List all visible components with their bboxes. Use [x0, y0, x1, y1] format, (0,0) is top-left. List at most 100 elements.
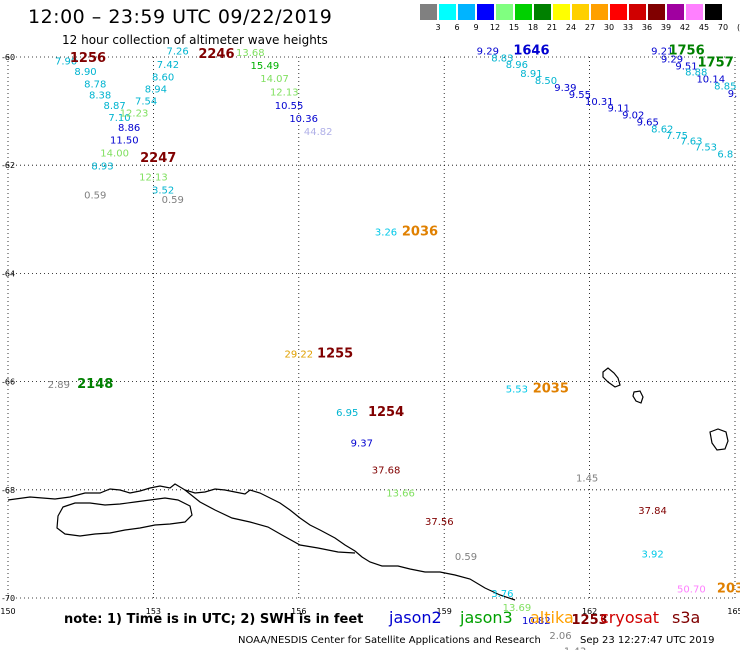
lon-label: 162 [582, 607, 597, 616]
wave-height-label: 10.55 [275, 101, 304, 112]
scale-label: 3 [435, 23, 441, 32]
coastline-inlet [56, 497, 193, 537]
wave-height-label: 2.06 [549, 631, 571, 642]
satellite-legend-altika: altika [530, 608, 574, 627]
wave-height-label: 8.83 [491, 53, 513, 64]
lon-label: 150 [0, 607, 15, 616]
wave-height-label: 7.53 [695, 143, 717, 154]
scale-swatch [458, 4, 475, 20]
page-title: 12:00 – 23:59 UTC 09/22/2019 [28, 6, 333, 28]
wave-height-label: 8.88 [685, 67, 707, 78]
wave-height-label: 0.59 [455, 552, 477, 563]
wave-height-label: 9.51 [675, 61, 697, 72]
lat-label: -60 [2, 53, 15, 62]
lon-label: 159 [437, 607, 452, 616]
wave-height-label: 29.22 [284, 349, 313, 360]
wave-height-label: 0.59 [84, 191, 106, 202]
scale-label: 6 [454, 23, 460, 32]
wave-height-label: 9.29 [661, 54, 683, 65]
scale-swatch [515, 4, 532, 20]
lat-label: -64 [2, 269, 15, 278]
scale-label: 42 [679, 23, 691, 32]
satellite-legend-s3a: s3a [672, 608, 701, 627]
wave-height-label: 8.78 [84, 79, 106, 90]
wave-height-label: 14.00 [100, 149, 129, 160]
measurement-labels: 7.908.908.788.388.877.108.86 11.50 14.00 8.… [48, 43, 740, 650]
scale-label: 12 [489, 23, 501, 32]
wave-height-label: 7.90 [55, 57, 77, 68]
wave-height-label: 2.89 [48, 380, 70, 391]
wave-height-label: 12.13 [270, 87, 299, 98]
wave-height-label: 1.45 [576, 474, 598, 485]
scale-swatch [534, 4, 551, 20]
scale-label: 18 [527, 23, 539, 32]
scale-swatch [439, 4, 456, 20]
scale-label: 33 [622, 23, 634, 32]
wave-height-label: 8.94 [145, 85, 167, 96]
scale-swatch [420, 4, 437, 20]
axis-labels: -60 -62 -64 -66 -68 -70 150 153 156 159 162 165 [0, 53, 740, 616]
wave-height-label: 10.82 [522, 616, 551, 627]
wave-height-label: 10.36 [289, 114, 318, 125]
scale-swatch [591, 4, 608, 20]
lon-label: 153 [146, 607, 161, 616]
wave-height-label: 13.68 [236, 48, 265, 59]
wave-height-label: 6.8 [717, 150, 733, 161]
wave-height-label: 7.10 [108, 113, 130, 124]
scale-swatch [572, 4, 589, 20]
wave-height-label: 50.70 [677, 585, 706, 596]
note-text: note: 1) Time is in UTC; 2) SWH is in fe… [64, 612, 364, 627]
scale-swatch [477, 4, 494, 20]
page-subtitle: 12 hour collection of altimeter wave hei… [62, 33, 328, 47]
pass-time-label: 2035 [533, 381, 569, 396]
wave-height-label: 8.96 [506, 60, 528, 71]
wave-height-label: 7.63 [680, 137, 702, 148]
wave-height-label: 15.49 [251, 61, 280, 72]
pass-time-label: 1256 [70, 51, 106, 66]
island [602, 367, 621, 388]
wave-height-label: 9.02 [622, 111, 644, 122]
wave-height-label: 12.23 [120, 109, 149, 120]
wave-height-label: 0.59 [162, 195, 184, 206]
scale-swatch [496, 4, 513, 20]
scale-unit: (ft) [736, 23, 740, 32]
scale-label: 27 [584, 23, 596, 32]
lon-label: 165 [727, 607, 740, 616]
wave-height-label: 1.43 [564, 646, 586, 650]
wave-height-label: 9.39 [554, 83, 576, 94]
wave-height-label: 3.76 [491, 589, 513, 600]
wave-height-label: 10.31 [585, 97, 614, 108]
wave-height-label: 8.50 [535, 76, 557, 87]
satellite-legend-jason2: jason2 [389, 608, 442, 627]
pass-time-label: 1255 [317, 346, 353, 361]
wave-height-label: 7.26 [167, 46, 189, 57]
scale-swatch [553, 4, 570, 20]
wave-height-label: 37.84 [638, 506, 667, 517]
lat-label: -70 [2, 594, 15, 603]
wave-height-label: 6.95 [336, 408, 358, 419]
wave-height-label: 9. [728, 89, 738, 100]
scale-swatch [648, 4, 665, 20]
coastline [7, 483, 516, 601]
wave-height-label: 8.85 [714, 81, 736, 92]
scale-label: 39 [660, 23, 672, 32]
scale-swatch [610, 4, 627, 20]
wave-height-label: 7.54 [135, 97, 157, 108]
pass-time-label: 2246 [198, 47, 234, 62]
scale-label: 36 [641, 23, 653, 32]
wave-height-label: 14.07 [260, 74, 289, 85]
pass-time-label: 1254 [368, 405, 404, 420]
scale-label: 45 [698, 23, 710, 32]
scale-label: 24 [565, 23, 577, 32]
wave-height-label: 9.65 [637, 118, 659, 129]
wave-height-label: 9.21 [651, 46, 673, 57]
footer-credit: NOAA/NESDIS Center for Satellite Applica… [238, 635, 541, 646]
footer-timestamp: Sep 23 12:27:47 UTC 2019 [580, 635, 715, 646]
scale-swatch [705, 4, 722, 20]
scale-swatch [667, 4, 684, 20]
island [709, 428, 729, 451]
wave-height-label: 3.92 [641, 549, 663, 560]
scale-label: 30 [603, 23, 615, 32]
wave-height-label: 8.90 [74, 67, 96, 78]
